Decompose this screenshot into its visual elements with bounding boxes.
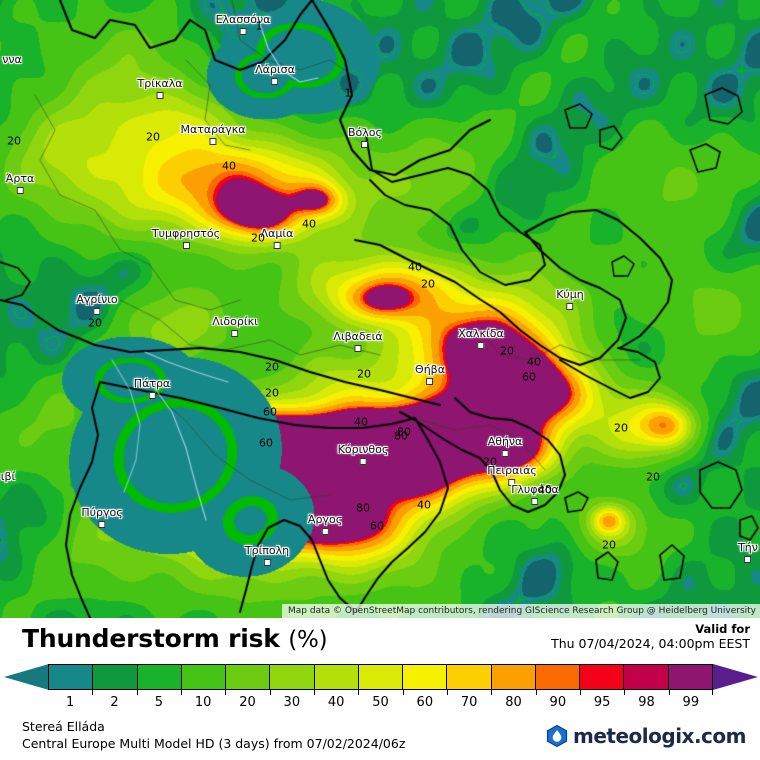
color-scale-segment	[314, 665, 359, 689]
scale-high-cap-icon	[713, 664, 758, 690]
map-attribution: Map data © OpenStreetMap contributors, r…	[282, 604, 760, 618]
weather-map[interactable]: Ελασσόνα Τρίκαλα Λάρισα Ματαράγκα Βόλος ννα Άρ…	[0, 0, 760, 618]
footer-info: Stereá Elláda Central Europe Multi Model…	[22, 718, 405, 752]
valid-for-time: Thu 07/04/2024, 04:00pm EEST	[551, 636, 750, 651]
meteologix-hex-icon	[546, 724, 568, 748]
color-scale-tick-label: 98	[638, 695, 655, 710]
color-scale-tick-label: 5	[154, 695, 163, 710]
color-scale-segment	[624, 665, 669, 689]
color-scale-segment	[226, 665, 271, 689]
color-scale-tick	[580, 690, 581, 695]
model-name: Central Europe Multi Model HD (3 days) f…	[22, 736, 406, 751]
color-scale-tick-label: 10	[194, 695, 212, 710]
valid-for-block: Valid for Thu 07/04/2024, 04:00pm EEST	[551, 622, 750, 652]
color-scale-tick-label: 1	[66, 695, 75, 710]
color-scale-segment	[181, 665, 227, 689]
color-scale-tick-label: 80	[505, 695, 522, 710]
color-scale-segment	[93, 665, 138, 689]
color-scale-bar	[48, 664, 713, 690]
color-scale-tick-label: 30	[283, 695, 301, 710]
color-scale-tick-label: 40	[327, 695, 345, 710]
color-scale-segment	[137, 665, 182, 689]
scale-low-cap-icon	[4, 664, 49, 690]
color-scale-tick	[491, 690, 493, 695]
color-scale-tick	[624, 690, 626, 695]
color-scale-tick	[712, 690, 713, 695]
color-scale-tick	[447, 690, 448, 695]
color-scale-tick	[181, 690, 182, 695]
color-scale-segment	[447, 665, 492, 689]
color-scale-segment	[270, 665, 315, 689]
color-scale-tick	[225, 690, 227, 695]
color-scale-tick	[668, 690, 670, 695]
brand-text: meteologix.com	[573, 724, 746, 748]
color-scale-tick-label: 90	[549, 695, 567, 710]
color-scale-tick-label: 60	[416, 695, 434, 710]
color-scale-tick	[136, 690, 138, 695]
color-scale: 1 2 5 10 20 30 40 50 60 70 80 90 95 98 99	[0, 664, 760, 716]
legend-title: Thunderstorm risk (%)	[22, 624, 328, 653]
color-scale-tick	[269, 690, 271, 695]
color-scale-segment	[535, 665, 581, 689]
color-scale-tick-label: 95	[593, 695, 611, 710]
color-scale-segment	[668, 665, 712, 689]
color-scale-tick	[358, 690, 360, 695]
legend-panel: Thunderstorm risk (%) Valid for Thu 07/0…	[0, 618, 760, 760]
color-scale-tick-label: 20	[239, 695, 256, 710]
color-scale-tick	[535, 690, 537, 695]
color-scale-segment	[49, 665, 94, 689]
brand-logo[interactable]: meteologix.com	[545, 724, 746, 748]
color-scale-tick-label: 99	[682, 695, 700, 710]
color-scale-segment	[358, 665, 404, 689]
thunderstorm-risk-raster	[0, 0, 760, 618]
color-scale-segment	[403, 665, 448, 689]
legend-unit: (%)	[288, 627, 328, 653]
color-scale-segment	[580, 665, 625, 689]
color-scale-segment	[491, 665, 536, 689]
valid-for-label: Valid for	[695, 622, 750, 636]
color-scale-tick	[314, 690, 315, 695]
color-scale-tick-label: 2	[110, 695, 119, 710]
color-scale-tick-label: 70	[460, 695, 478, 710]
color-scale-tick	[402, 690, 404, 695]
region-name: Stereá Elláda	[22, 719, 105, 734]
color-scale-tick-label: 50	[372, 695, 389, 710]
legend-title-text: Thunderstorm risk	[22, 624, 280, 653]
color-scale-tick	[92, 690, 94, 695]
